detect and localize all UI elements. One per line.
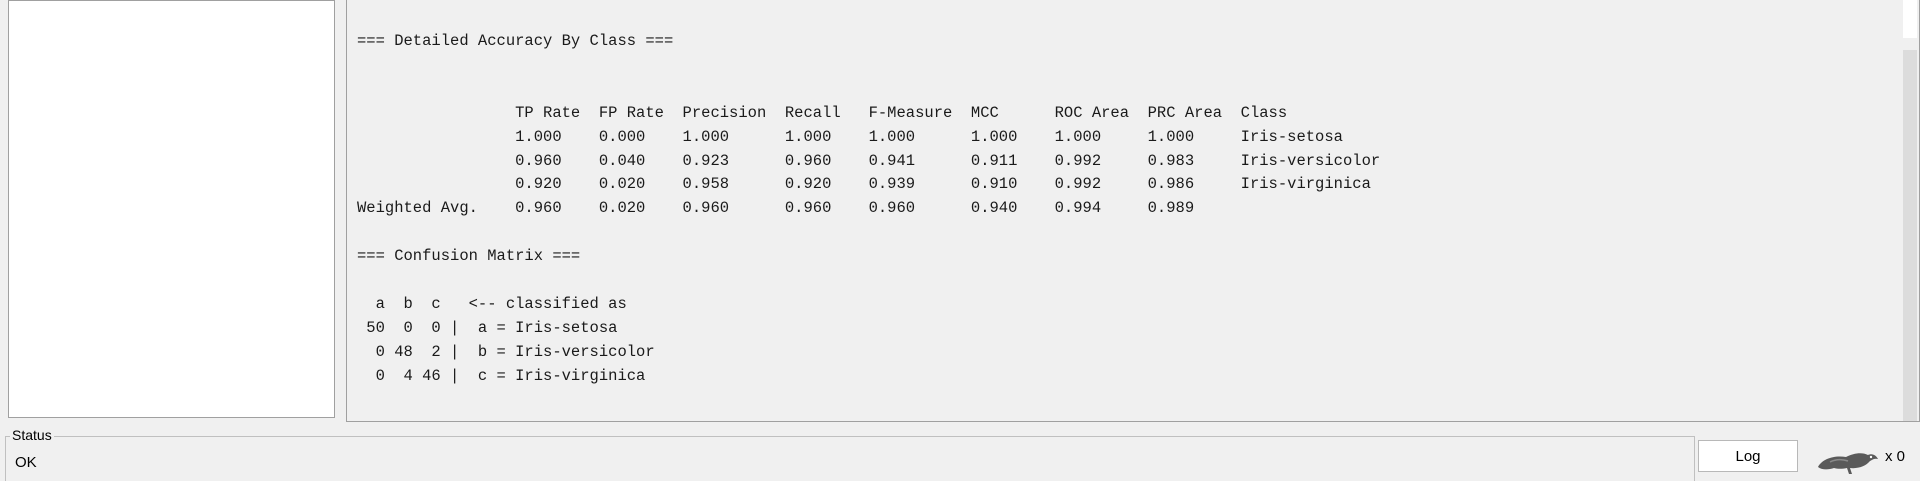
task-count: x 0 <box>1885 448 1906 465</box>
output-line: 0 48 2 | b = Iris-versicolor <box>357 342 655 361</box>
output-line: 1.000 0.000 1.000 1.000 1.000 1.000 1.00… <box>357 127 1343 146</box>
classifier-output-text[interactable]: === Detailed Accuracy By Class === TP Ra… <box>357 0 1897 421</box>
output-line: 0.920 0.020 0.958 0.920 0.939 0.910 0.99… <box>357 175 1371 194</box>
output-line: Weighted Avg. 0.960 0.020 0.960 0.960 0.… <box>357 199 1195 218</box>
output-line: 0.960 0.040 0.923 0.960 0.941 0.911 0.99… <box>357 151 1381 170</box>
result-list[interactable] <box>8 0 335 418</box>
output-line: 0 4 46 | c = Iris-virginica <box>357 366 646 385</box>
status-title: Status <box>10 427 54 443</box>
scrollbar-thumb[interactable] <box>1903 0 1917 38</box>
output-pre: === Detailed Accuracy By Class === TP Ra… <box>357 0 1897 389</box>
scrollbar-track[interactable] <box>1903 50 1917 421</box>
output-line: 50 0 0 | a = Iris-setosa <box>357 318 618 337</box>
output-line: a b c <-- classified as <box>357 294 627 313</box>
log-button[interactable]: Log <box>1698 440 1798 472</box>
weka-bird-icon[interactable] <box>1812 445 1880 477</box>
status-message: OK <box>15 454 37 471</box>
output-line: === Detailed Accuracy By Class === <box>357 32 674 50</box>
output-line: TP Rate FP Rate Precision Recall F-Measu… <box>357 103 1288 122</box>
vertical-scrollbar[interactable] <box>1901 0 1919 421</box>
output-line: === Confusion Matrix === <box>357 247 581 266</box>
status-group: Status OK <box>5 427 1695 481</box>
classifier-output-panel: === Detailed Accuracy By Class === TP Ra… <box>346 0 1920 422</box>
